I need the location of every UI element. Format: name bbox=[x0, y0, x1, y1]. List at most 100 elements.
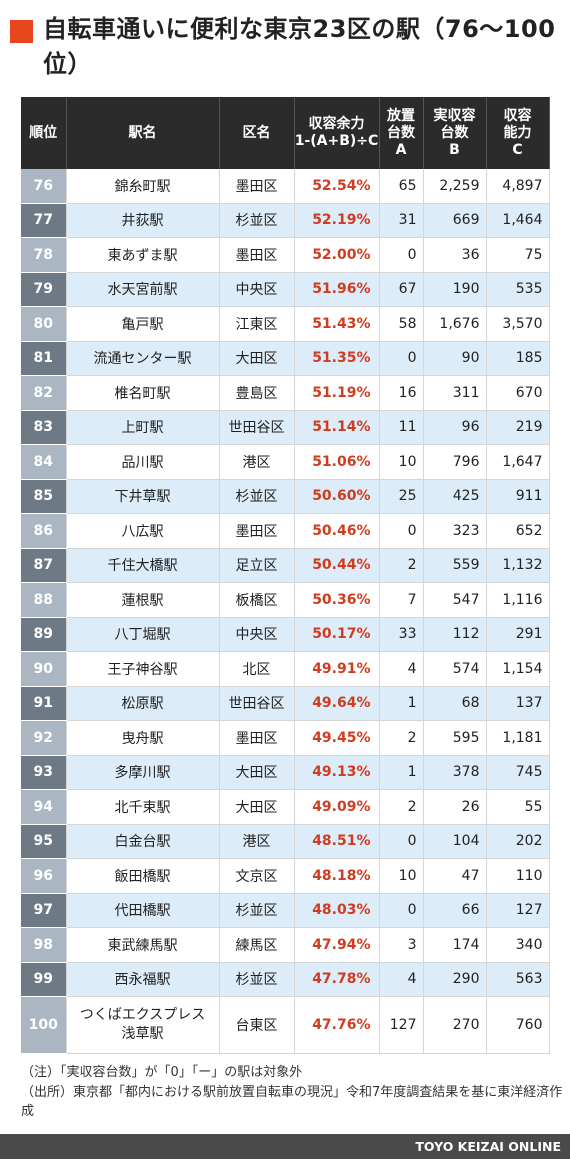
actual-parked-cell: 190 bbox=[423, 272, 487, 307]
capacity-margin-cell: 52.54% bbox=[294, 169, 380, 204]
table-header-row: 順位 駅名 区名 収容余力 1-(A+B)÷C 放置 台数 A 実収容 台数 B… bbox=[21, 97, 550, 169]
capacity-margin-cell: 51.35% bbox=[294, 341, 380, 376]
capacity-cell: 3,570 bbox=[486, 306, 550, 342]
table-row: 89 八丁堀駅 中央区 50.17% 33 112 291 bbox=[21, 617, 550, 652]
actual-parked-cell: 574 bbox=[423, 651, 487, 687]
station-name-cell: 多摩川駅 bbox=[66, 755, 220, 790]
actual-parked-cell: 547 bbox=[423, 582, 487, 618]
capacity-cell: 110 bbox=[486, 858, 550, 894]
capacity-cell: 1,116 bbox=[486, 582, 550, 618]
header-rank: 順位 bbox=[21, 97, 67, 169]
capacity-cell: 1,181 bbox=[486, 720, 550, 756]
rank-cell: 87 bbox=[21, 548, 67, 583]
capacity-margin-cell: 51.43% bbox=[294, 306, 380, 342]
capacity-margin-cell: 49.09% bbox=[294, 789, 380, 825]
capacity-cell: 1,154 bbox=[486, 651, 550, 687]
actual-parked-cell: 174 bbox=[423, 927, 487, 963]
actual-parked-cell: 559 bbox=[423, 548, 487, 583]
actual-parked-cell: 425 bbox=[423, 479, 487, 514]
footer-brand: TOYO KEIZAI ONLINE bbox=[415, 1139, 561, 1154]
abandoned-count-cell: 16 bbox=[379, 375, 424, 411]
header-actual-parked: 実収容 台数 B bbox=[423, 97, 487, 169]
table-body: 76 錦糸町駅 墨田区 52.54% 65 2,259 4,897 77 井荻駅 杉並区 52.19… bbox=[21, 169, 550, 1054]
station-name-cell: 東あずま駅 bbox=[66, 237, 220, 273]
actual-parked-cell: 1,676 bbox=[423, 306, 487, 342]
rank-cell: 83 bbox=[21, 410, 67, 445]
capacity-cell: 127 bbox=[486, 893, 550, 928]
station-name-cell: 亀戸駅 bbox=[66, 306, 220, 342]
title-area: 自転車通いに便利な東京23区の駅（76〜100位） bbox=[10, 12, 558, 82]
abandoned-count-cell: 0 bbox=[379, 824, 424, 859]
capacity-margin-cell: 50.60% bbox=[294, 479, 380, 514]
abandoned-count-cell: 10 bbox=[379, 858, 424, 894]
ward-cell: 杉並区 bbox=[219, 893, 295, 928]
actual-parked-cell: 270 bbox=[423, 996, 487, 1054]
footer-bar: TOYO KEIZAI ONLINE bbox=[0, 1134, 570, 1159]
capacity-cell: 652 bbox=[486, 513, 550, 549]
table-row: 79 水天宮前駅 中央区 51.96% 67 190 535 bbox=[21, 272, 550, 307]
header-ward: 区名 bbox=[219, 97, 295, 169]
table-row: 99 西永福駅 杉並区 47.78% 4 290 563 bbox=[21, 962, 550, 997]
table-row: 85 下井草駅 杉並区 50.60% 25 425 911 bbox=[21, 479, 550, 514]
capacity-cell: 185 bbox=[486, 341, 550, 376]
ward-cell: 世田谷区 bbox=[219, 686, 295, 721]
abandoned-count-cell: 3 bbox=[379, 927, 424, 963]
abandoned-count-cell: 7 bbox=[379, 582, 424, 618]
table-row: 83 上町駅 世田谷区 51.14% 11 96 219 bbox=[21, 410, 550, 445]
table-row: 87 千住大橋駅 足立区 50.44% 2 559 1,132 bbox=[21, 548, 550, 583]
ward-cell: 台東区 bbox=[219, 996, 295, 1054]
capacity-cell: 1,647 bbox=[486, 444, 550, 480]
title-square-icon bbox=[10, 20, 33, 43]
capacity-margin-cell: 51.14% bbox=[294, 410, 380, 445]
ward-cell: 中央区 bbox=[219, 617, 295, 652]
capacity-margin-cell: 49.45% bbox=[294, 720, 380, 756]
rank-cell: 91 bbox=[21, 686, 67, 721]
table-row: 80 亀戸駅 江東区 51.43% 58 1,676 3,570 bbox=[21, 306, 550, 342]
capacity-margin-cell: 47.76% bbox=[294, 996, 380, 1054]
capacity-margin-cell: 51.96% bbox=[294, 272, 380, 307]
abandoned-count-cell: 31 bbox=[379, 203, 424, 238]
header-a-line1: 放置 bbox=[387, 107, 415, 124]
table-row: 82 椎名町駅 豊島区 51.19% 16 311 670 bbox=[21, 375, 550, 411]
header-a-line3: A bbox=[395, 141, 407, 158]
rank-cell: 78 bbox=[21, 237, 67, 273]
rank-cell: 79 bbox=[21, 272, 67, 307]
capacity-cell: 137 bbox=[486, 686, 550, 721]
header-capacity-margin-line1: 収容余力 bbox=[308, 116, 365, 132]
abandoned-count-cell: 4 bbox=[379, 651, 424, 687]
actual-parked-cell: 2,259 bbox=[423, 169, 487, 204]
ward-cell: 杉並区 bbox=[219, 479, 295, 514]
actual-parked-cell: 66 bbox=[423, 893, 487, 928]
note-text: （注）「実収容台数」が「0」「ー」の駅は対象外 bbox=[21, 1065, 303, 1080]
ward-cell: 板橋区 bbox=[219, 582, 295, 618]
rank-cell: 81 bbox=[21, 341, 67, 376]
ward-cell: 北区 bbox=[219, 651, 295, 687]
table-row: 90 王子神谷駅 北区 49.91% 4 574 1,154 bbox=[21, 651, 550, 687]
capacity-margin-cell: 50.36% bbox=[294, 582, 380, 618]
rank-cell: 84 bbox=[21, 444, 67, 480]
abandoned-count-cell: 58 bbox=[379, 306, 424, 342]
notes: （注）「実収容台数」が「0」「ー」の駅は対象外 （出所）東京都「都内における駅前… bbox=[21, 1063, 566, 1122]
actual-parked-cell: 36 bbox=[423, 237, 487, 273]
table-row: 94 北千束駅 大田区 49.09% 2 26 55 bbox=[21, 789, 550, 825]
station-name-cell: 西永福駅 bbox=[66, 962, 220, 997]
abandoned-count-cell: 0 bbox=[379, 513, 424, 549]
actual-parked-cell: 669 bbox=[423, 203, 487, 238]
header-capacity-margin-formula: 1-(A+B)÷C bbox=[294, 133, 379, 149]
rank-cell: 76 bbox=[21, 169, 67, 204]
page-title: 自転車通いに便利な東京23区の駅（76〜100位） bbox=[43, 15, 556, 78]
capacity-cell: 340 bbox=[486, 927, 550, 963]
abandoned-count-cell: 4 bbox=[379, 962, 424, 997]
capacity-cell: 1,464 bbox=[486, 203, 550, 238]
capacity-cell: 202 bbox=[486, 824, 550, 859]
actual-parked-cell: 378 bbox=[423, 755, 487, 790]
rank-cell: 99 bbox=[21, 962, 67, 997]
capacity-margin-cell: 50.46% bbox=[294, 513, 380, 549]
header-abandoned-count: 放置 台数 A bbox=[379, 97, 424, 169]
abandoned-count-cell: 67 bbox=[379, 272, 424, 307]
actual-parked-cell: 96 bbox=[423, 410, 487, 445]
abandoned-count-cell: 65 bbox=[379, 169, 424, 204]
ward-cell: 世田谷区 bbox=[219, 410, 295, 445]
table-row: 77 井荻駅 杉並区 52.19% 31 669 1,464 bbox=[21, 203, 550, 238]
station-name-cell: 椎名町駅 bbox=[66, 375, 220, 411]
